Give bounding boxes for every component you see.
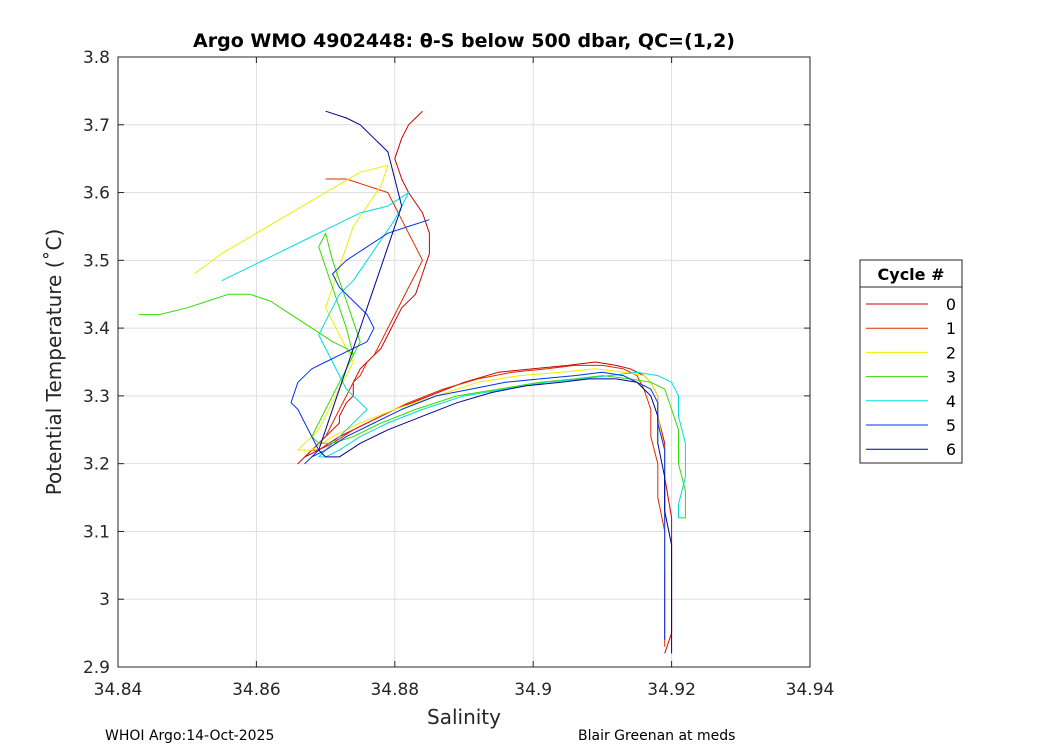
x-tick-label: 34.86: [232, 680, 281, 700]
series-line-cycle-5: [290, 219, 666, 640]
y-tick-label: 3.3: [83, 387, 110, 407]
plot-frame: [117, 56, 811, 668]
y-axis-label: Potential Temperature (˚C): [42, 229, 66, 496]
y-tick-label: 3.1: [83, 522, 110, 542]
x-tick-label: 34.9: [514, 680, 552, 700]
footer-right-text: Blair Greenan at meds: [578, 728, 735, 744]
legend-items: 0 1 2 3 4 5 6: [866, 295, 956, 459]
y-tick-label: 3.7: [83, 116, 110, 136]
legend-label-cycle-4: 4: [946, 392, 956, 411]
y-tick-label: 3.2: [83, 455, 110, 475]
legend-title: Cycle #: [878, 265, 945, 284]
legend-label-cycle-1: 1: [946, 319, 956, 338]
legend-label-cycle-6: 6: [946, 440, 956, 459]
grid-lines: [118, 57, 810, 667]
x-tick-label: 34.94: [786, 680, 835, 700]
y-tick-label: 3.4: [83, 319, 110, 339]
legend-label-cycle-3: 3: [946, 368, 956, 387]
y-tick-label: 2.9: [83, 658, 110, 678]
chart-title: Argo WMO 4902448: θ-S below 500 dbar, QC…: [193, 30, 735, 52]
y-tick-label: 3: [99, 590, 110, 610]
legend-box: [859, 259, 963, 464]
series-line-cycle-4: [221, 192, 686, 518]
y-tick-label: 3.5: [83, 251, 110, 271]
legend-label-cycle-0: 0: [946, 295, 956, 314]
legend: Cycle # 0 1 2 3 4 5 6: [859, 259, 963, 464]
footer-left-text: WHOI Argo:14-Oct-2025: [105, 728, 274, 744]
series-layer: [138, 110, 686, 654]
x-tick-label: 34.92: [647, 680, 696, 700]
y-tick-label: 3.8: [83, 48, 110, 68]
x-tick-label: 34.88: [370, 680, 419, 700]
plot-area: [118, 57, 810, 667]
legend-label-cycle-5: 5: [946, 416, 956, 435]
axis-ticks: 34.84 34.86 34.88 34.9 34.92 34.94 2.9 3 3.1 3.2 3…: [83, 48, 834, 700]
legend-label-cycle-2: 2: [946, 343, 956, 362]
x-axis-label: Salinity: [427, 705, 501, 729]
series-line-cycle-6: [318, 110, 673, 654]
y-tick-label: 3.6: [83, 184, 110, 204]
series-line-cycle-2: [193, 164, 666, 573]
x-tick-label: 34.84: [94, 680, 143, 700]
